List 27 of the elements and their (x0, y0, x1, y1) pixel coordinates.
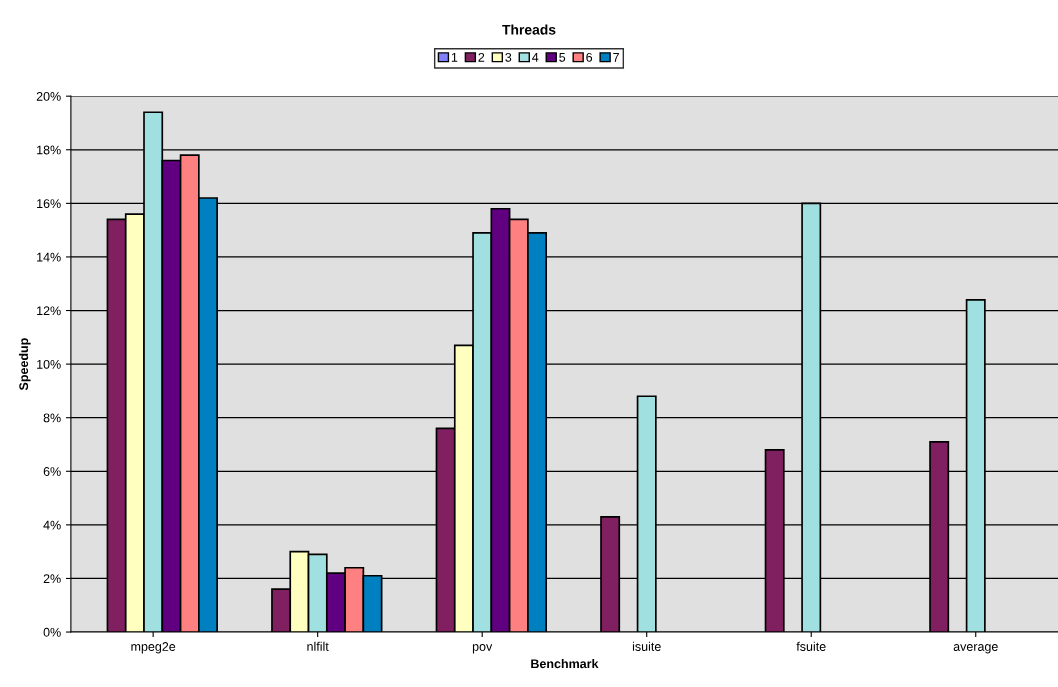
x-tick-label: mpeg2e (131, 642, 176, 654)
legend-label: 1 (451, 53, 458, 62)
y-tick-label: 14% (37, 252, 61, 262)
y-tick-label: 18% (37, 145, 61, 155)
x-tick-label: average (953, 644, 998, 654)
legend-label: 6 (586, 52, 593, 62)
legend-label: 4 (532, 53, 539, 62)
y-tick-label: 8% (43, 413, 61, 423)
y-tick-label: 16% (37, 199, 61, 208)
y-tick-label: 2% (43, 574, 61, 584)
legend-label: 3 (505, 52, 512, 62)
y-tick-label: 10% (37, 359, 61, 369)
legend-label: 7 (613, 53, 619, 62)
chart-title: Threads (502, 24, 556, 35)
y-tick-label: 6% (43, 467, 61, 476)
y-tick-label: 0% (43, 627, 61, 637)
legend-label: 5 (559, 53, 566, 62)
x-tick-label: pov (472, 644, 493, 654)
y-axis-title: Speedup (18, 338, 31, 391)
y-tick-label: 20% (36, 91, 61, 101)
y-tick-label: 4% (43, 520, 61, 530)
legend-label: 2 (478, 52, 485, 62)
x-tick-label: isuite (632, 641, 661, 651)
x-tick-label: fsuite (796, 641, 826, 651)
x-axis-title: Benchmark (531, 658, 599, 669)
x-tick-label: nlfilt (307, 641, 329, 651)
y-tick-label: 12% (37, 306, 61, 316)
